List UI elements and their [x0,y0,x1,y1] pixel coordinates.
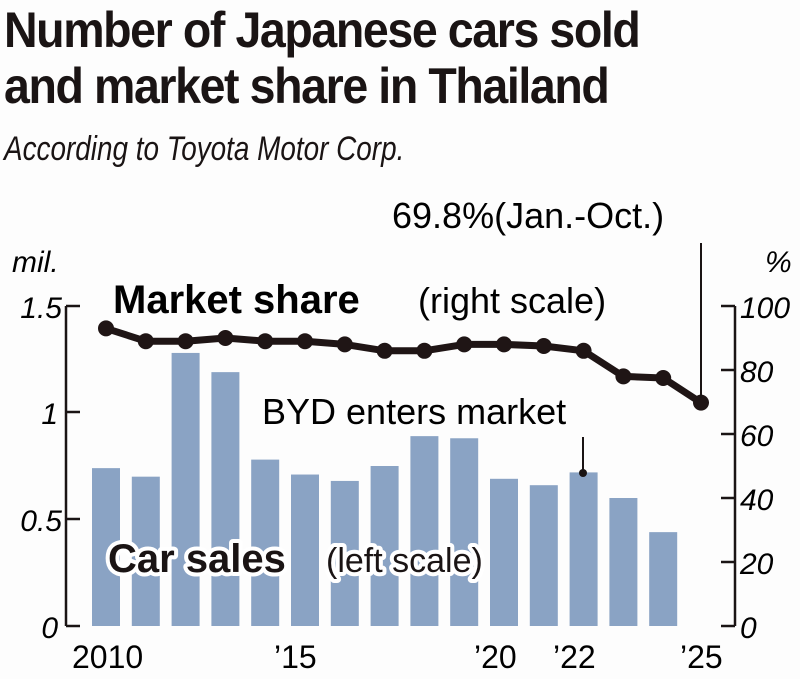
chart-subtitle: According to Toyota Motor Corp. [4,130,405,168]
right-tick-60: 60 [740,420,774,453]
share-point-2023 [615,368,632,385]
bar-2018 [410,436,439,626]
x-label-25: ’25 [680,639,723,675]
right-tick-20: 20 [739,548,774,581]
share-point-2016 [336,336,353,353]
bar-2022 [569,472,598,626]
car-sales-note-text: (left scale) [326,542,483,580]
share-point-2017 [376,342,393,359]
left-tick-1: 1 [41,398,58,431]
chart-title-line1: Number of Japanese cars sold [4,2,641,58]
bar-2014 [251,459,280,626]
market-share-label: Market share [113,278,360,322]
bar-2015 [291,474,319,626]
car-sales-note-halo: (left scale) [326,542,483,580]
share-point-2018 [416,342,433,359]
share-point-2015 [297,333,313,350]
share-point-2019 [456,336,473,353]
share-point-2024 [655,370,672,386]
bar-2012 [171,352,200,626]
left-tick-1.5: 1.5 [20,292,62,325]
chart-title-line2: and market share in Thailand [4,58,610,114]
bar-2024 [649,532,678,626]
market-share-polyline [104,325,703,406]
left-tick-0: 0 [41,612,58,645]
share-point-2020 [496,336,512,353]
right-tick-40: 40 [740,484,774,517]
share-point-2012 [177,333,194,350]
bar-2023 [609,498,638,626]
bar-2020 [490,478,518,626]
x-label-15: ’15 [274,639,317,675]
bar-2010 [92,468,120,626]
left-axis-unit: mil. [12,246,59,279]
right-tick-0: 0 [740,612,757,645]
right-tick-100: 100 [740,292,790,325]
latest-share-annotation: 69.8%(Jan.-Oct.) [392,195,664,236]
share-point-2021 [535,338,552,354]
right-tick-80: 80 [740,356,774,389]
share-point-2010 [98,320,114,337]
x-label-2010: 2010 [72,639,143,675]
market-share-line [98,320,709,411]
share-point-2013 [217,330,234,346]
car-sales-label-halo: Car sales [108,537,286,581]
bar-2019 [450,438,479,626]
bar-2017 [370,466,399,626]
car-sales-bars [92,352,678,626]
market-share-note: (right scale) [418,280,606,321]
share-point-2014 [257,333,274,350]
bar-2016 [330,480,359,626]
x-label-20: ’20 [474,639,517,675]
car-sales-label-text: Car sales [108,537,286,581]
left-tick-0.5: 0.5 [20,505,62,538]
x-axis: 2010 ’15 ’20 ’22 ’25 [72,639,723,675]
left-axis: mil. 1.5 1 0.5 0 [12,246,80,645]
bar-2011 [131,476,160,626]
right-axis: % 100 80 60 40 20 0 [721,246,792,645]
byd-annotation: BYD enters market [262,391,566,432]
share-point-2022 [575,342,592,359]
share-point-2025 [693,394,709,411]
chart-title: Number of Japanese cars sold and market … [4,2,641,114]
bar-2013 [211,372,240,626]
car-sales-label: Car sales Car sales (left scale) (left s… [104,533,487,585]
bar-2021 [529,485,558,626]
byd-marker [579,469,587,477]
share-point-2011 [137,333,154,350]
right-axis-unit: % [765,246,792,279]
x-label-22: ’22 [553,639,596,675]
